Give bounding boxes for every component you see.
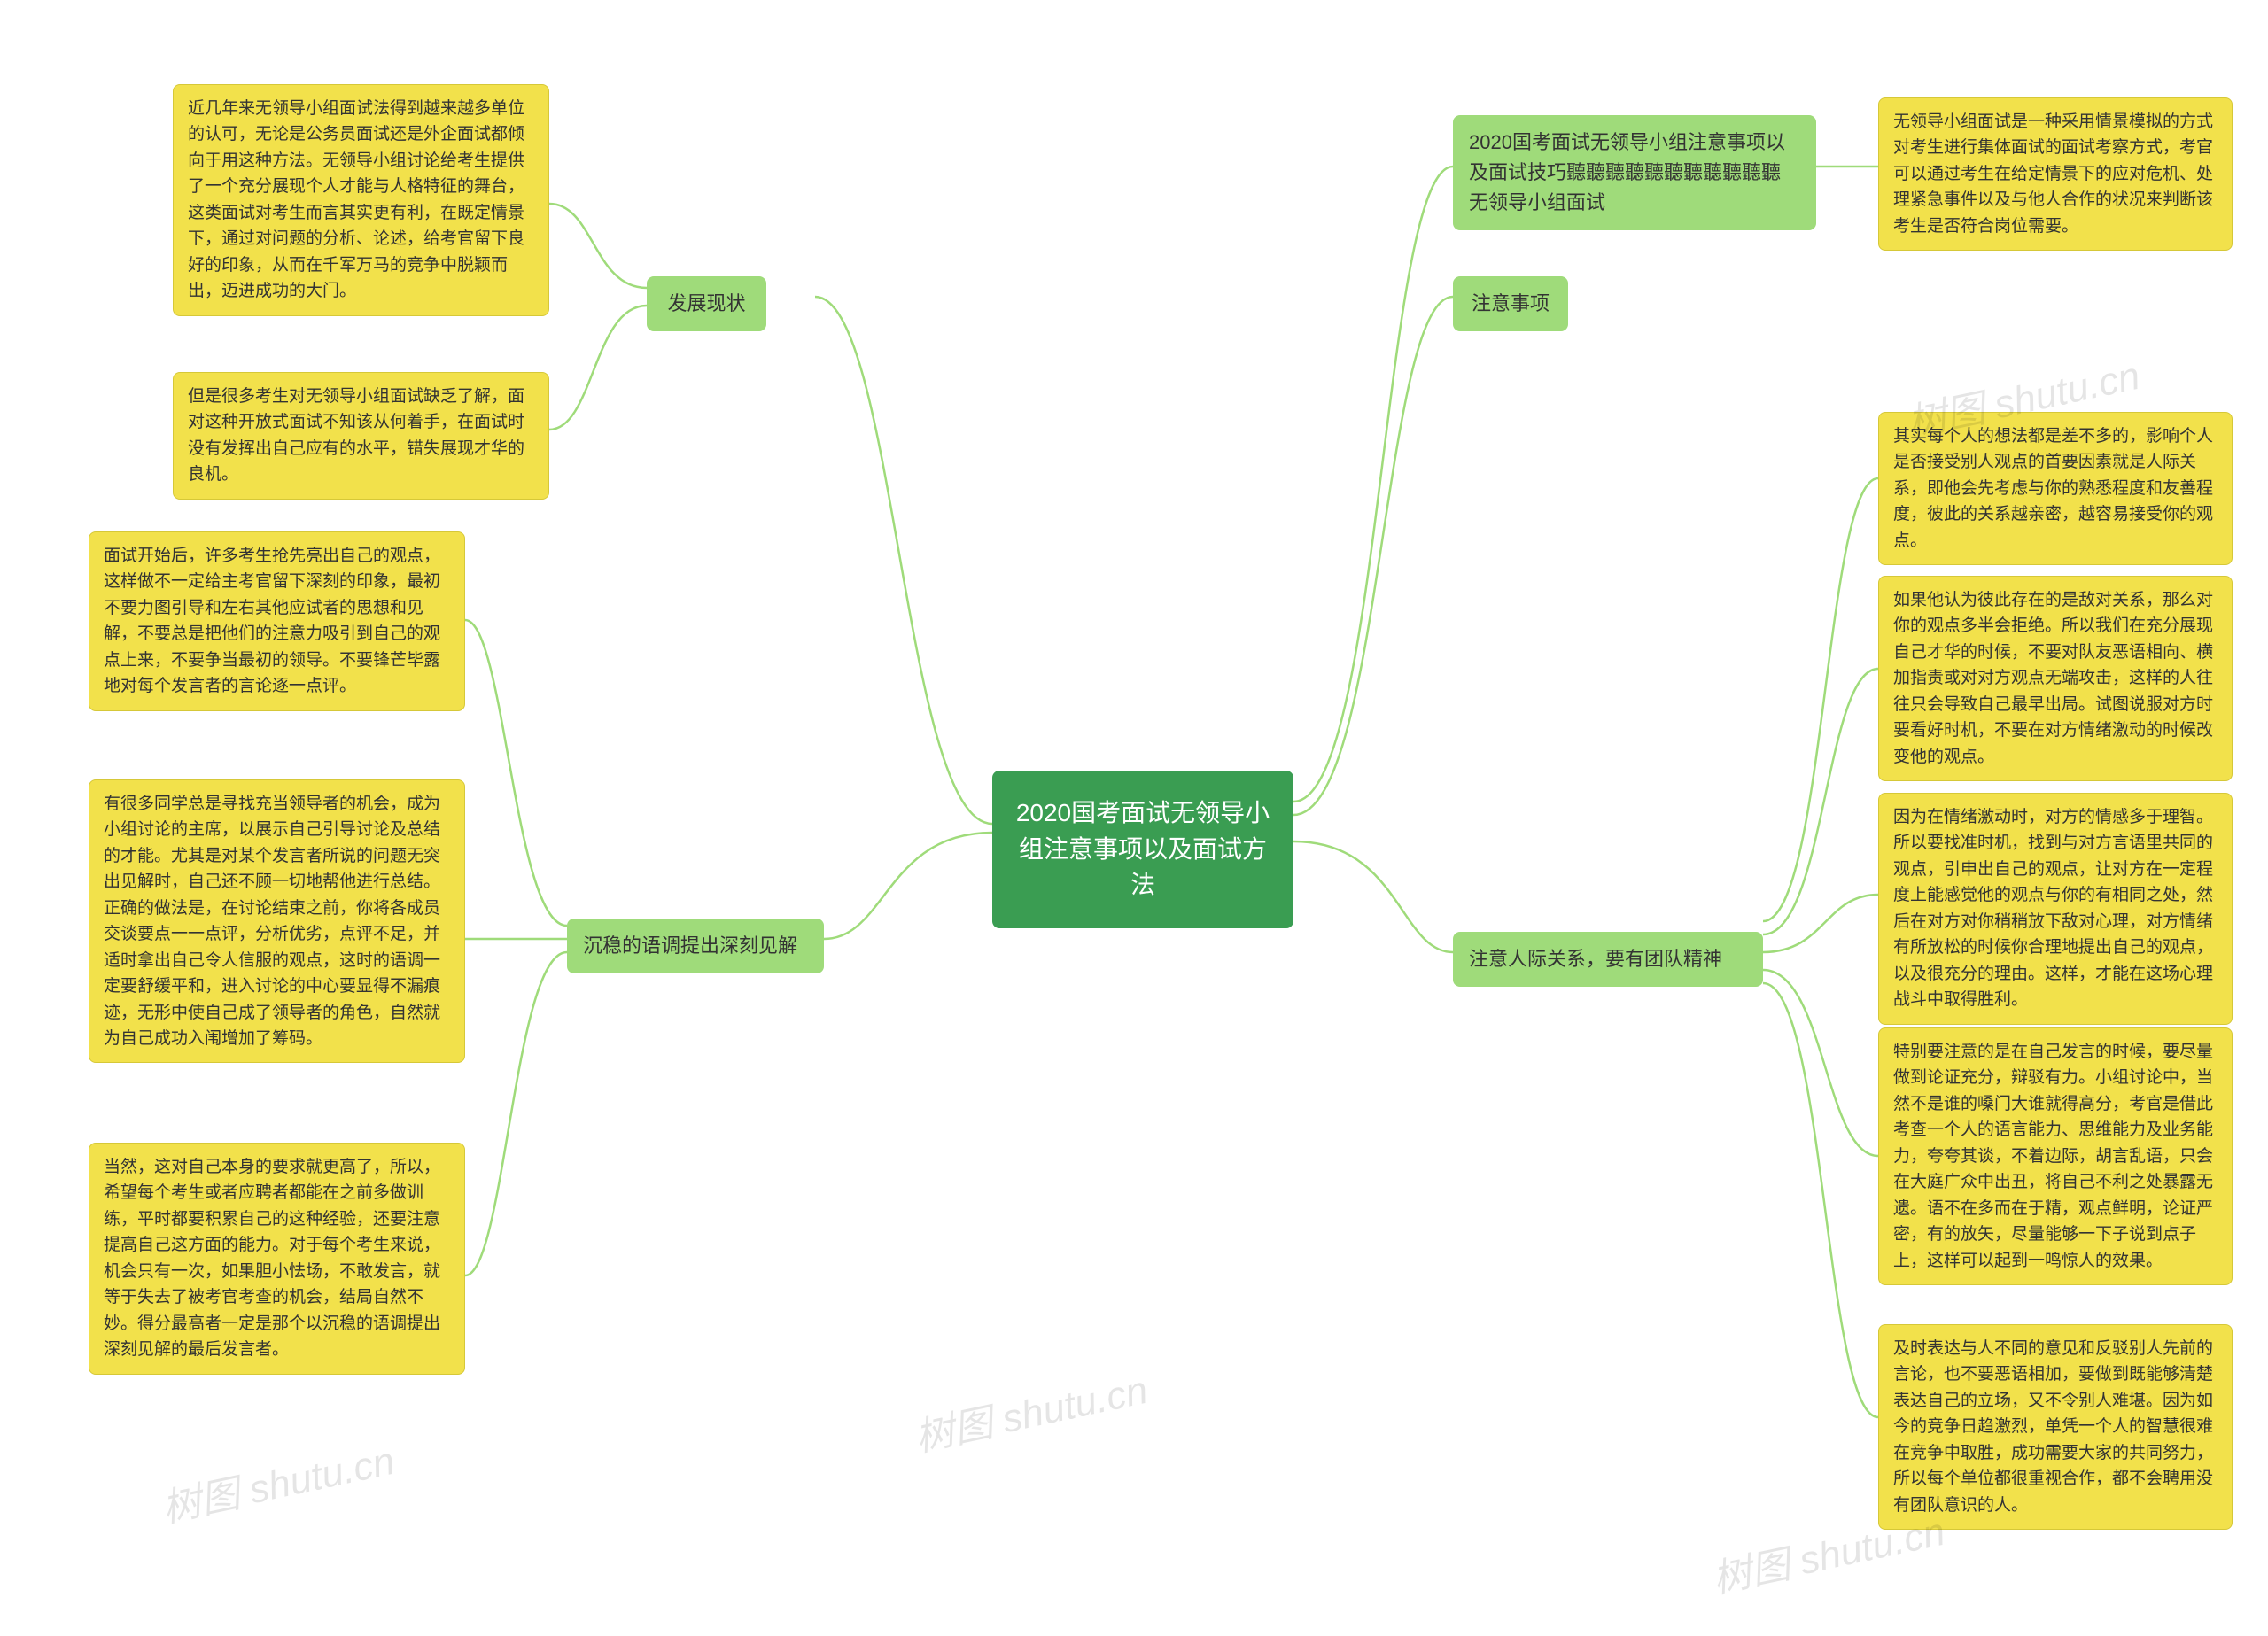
leaf-team-3: 因为在情绪激动时，对方的情感多于理智。所以要找准时机，找到与对方言语里共同的观点…	[1878, 793, 2233, 1025]
branch-notes[interactable]: 注意事项	[1453, 276, 1568, 331]
leaf-team-1: 其实每个人的想法都是差不多的，影响个人是否接受别人观点的首要因素就是人际关系，即…	[1878, 412, 2233, 565]
leaf-calm-3: 当然，这对自己本身的要求就更高了，所以，希望每个考生或者应聘者都能在之前多做训练…	[89, 1143, 465, 1375]
branch-overview[interactable]: 2020国考面试无领导小组注意事项以及面试技巧聽聽聽聽聽聽聽聽聽聽聽 无领导小组…	[1453, 115, 1816, 230]
branch-calm-tone[interactable]: 沉稳的语调提出深刻见解	[567, 919, 824, 973]
leaf-calm-2: 有很多同学总是寻找充当领导者的机会，成为小组讨论的主席，以展示自己引导讨论及总结…	[89, 779, 465, 1063]
watermark: 树图 shutu.cn	[156, 1429, 399, 1533]
leaf-overview-1: 无领导小组面试是一种采用情景模拟的方式对考生进行集体面试的面试考察方式，考官可以…	[1878, 97, 2233, 251]
leaf-team-5: 及时表达与人不同的意见和反驳别人先前的言论，也不要恶语相加，要做到既能够清楚表达…	[1878, 1324, 2233, 1530]
leaf-team-2: 如果他认为彼此存在的是敌对关系，那么对你的观点多半会拒绝。所以我们在充分展现自己…	[1878, 576, 2233, 781]
branch-dev-status[interactable]: 发展现状	[647, 276, 766, 331]
leaf-team-4: 特别要注意的是在自己发言的时候，要尽量做到论证充分，辩驳有力。小组讨论中，当然不…	[1878, 1027, 2233, 1285]
watermark: 树图 shutu.cn	[909, 1358, 1152, 1462]
root-node[interactable]: 2020国考面试无领导小组注意事项以及面试方法	[992, 771, 1293, 928]
leaf-calm-1: 面试开始后，许多考生抢先亮出自己的观点，这样做不一定给主考官留下深刻的印象，最初…	[89, 531, 465, 711]
leaf-dev-2: 但是很多考生对无领导小组面试缺乏了解，面对这种开放式面试不知该从何着手，在面试时…	[173, 372, 549, 500]
branch-teamwork[interactable]: 注意人际关系，要有团队精神	[1453, 932, 1763, 987]
leaf-dev-1: 近几年来无领导小组面试法得到越来越多单位的认可，无论是公务员面试还是外企面试都倾…	[173, 84, 549, 316]
